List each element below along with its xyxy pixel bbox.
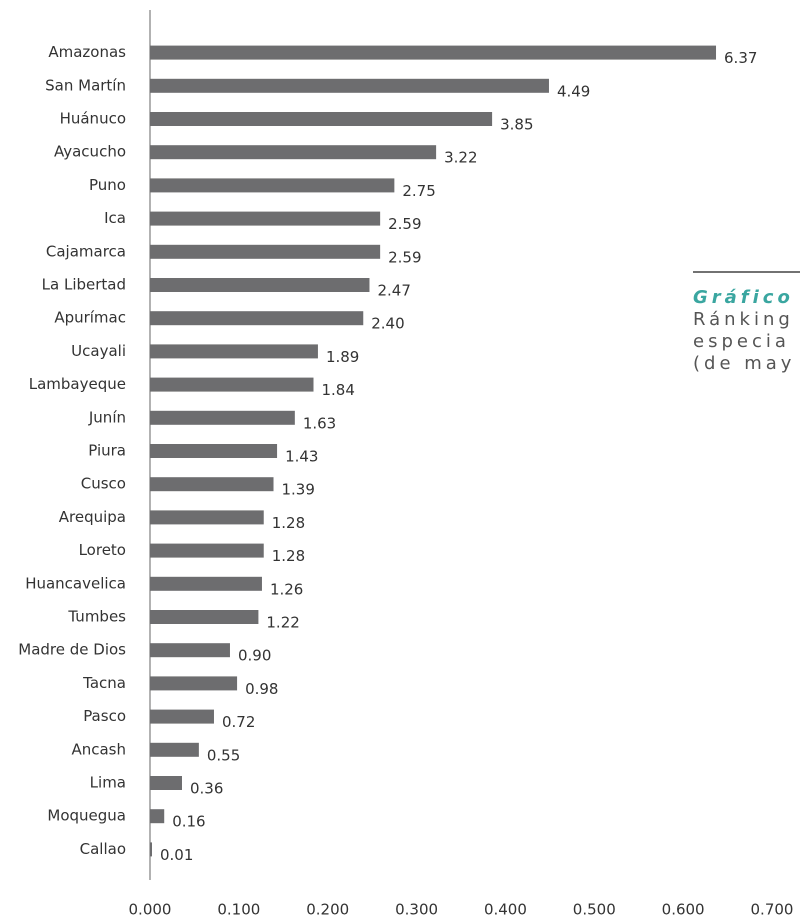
data-label: 1.63 bbox=[303, 414, 336, 432]
data-label: 1.28 bbox=[272, 547, 305, 565]
bar bbox=[150, 178, 395, 193]
bar bbox=[150, 410, 295, 425]
y-tick-label: Callao bbox=[80, 840, 126, 858]
y-tick-label: Madre de Dios bbox=[18, 641, 126, 659]
y-tick-label: Piura bbox=[88, 442, 126, 460]
y-tick-label: Huánuco bbox=[60, 110, 126, 128]
bar bbox=[150, 444, 278, 458]
bar bbox=[150, 78, 549, 93]
bar bbox=[150, 211, 381, 226]
bar bbox=[150, 809, 165, 824]
data-label: 0.98 bbox=[245, 680, 278, 698]
bar bbox=[150, 576, 262, 591]
bar bbox=[150, 842, 152, 857]
data-label: 1.43 bbox=[285, 448, 318, 466]
x-tick-label: 0.600 bbox=[662, 901, 705, 919]
data-label: 1.39 bbox=[282, 481, 315, 499]
x-tick-label: 0.000 bbox=[129, 901, 172, 919]
data-label: 6.37 bbox=[724, 49, 757, 67]
bar bbox=[150, 311, 364, 326]
y-tick-label: Junín bbox=[88, 408, 126, 426]
y-tick-label: Moquegua bbox=[47, 807, 126, 825]
chart-title: Gráfico bbox=[693, 287, 794, 308]
y-tick-label: Pasco bbox=[83, 707, 126, 725]
y-tick-label: Tacna bbox=[82, 674, 126, 692]
data-label: 0.01 bbox=[160, 846, 193, 864]
y-tick-label: Ica bbox=[104, 209, 126, 227]
y-tick-label: Ancash bbox=[71, 740, 126, 758]
x-tick-label: 0.500 bbox=[573, 901, 616, 919]
y-tick-label: Ayacucho bbox=[54, 143, 126, 161]
bar bbox=[150, 112, 493, 126]
y-tick-label: Amazonas bbox=[48, 43, 126, 61]
data-label: 0.16 bbox=[172, 813, 205, 831]
subtitle: especia bbox=[693, 331, 790, 352]
y-tick-label: Puno bbox=[89, 176, 126, 194]
x-tick-label: 0.700 bbox=[751, 901, 794, 919]
data-label: 2.47 bbox=[377, 282, 410, 300]
bar bbox=[150, 477, 274, 492]
subtitle: (de may bbox=[693, 353, 795, 374]
data-label: 2.75 bbox=[402, 182, 435, 200]
data-label: 0.72 bbox=[222, 713, 255, 731]
data-label: 1.84 bbox=[321, 381, 354, 399]
y-tick-label: Huancavelica bbox=[25, 574, 126, 592]
y-tick-label: San Martín bbox=[45, 76, 126, 94]
bar bbox=[150, 278, 370, 292]
data-label: 2.40 bbox=[371, 315, 404, 333]
y-tick-label: Apurímac bbox=[54, 309, 126, 327]
bar bbox=[150, 45, 717, 60]
bar bbox=[150, 709, 214, 724]
bar bbox=[150, 510, 264, 525]
bar bbox=[150, 377, 314, 392]
data-label: 0.90 bbox=[238, 647, 271, 665]
x-tick-label: 0.200 bbox=[306, 901, 349, 919]
subtitle: Ránking bbox=[693, 309, 794, 330]
y-tick-label: Arequipa bbox=[59, 508, 126, 526]
bar bbox=[150, 244, 381, 259]
bar bbox=[150, 610, 259, 624]
data-label: 2.59 bbox=[388, 248, 421, 266]
x-tick-label: 0.400 bbox=[484, 901, 527, 919]
y-tick-label: Lima bbox=[90, 774, 126, 792]
data-label: 3.85 bbox=[500, 116, 533, 134]
data-label: 0.55 bbox=[207, 746, 240, 764]
y-tick-label: Cusco bbox=[81, 475, 126, 493]
x-tick-label: 0.100 bbox=[217, 901, 260, 919]
data-label: 1.26 bbox=[270, 580, 303, 598]
data-label: 3.22 bbox=[444, 149, 477, 167]
y-tick-label: Lambayeque bbox=[29, 375, 126, 393]
data-label: 4.49 bbox=[557, 82, 590, 100]
x-tick-label: 0.300 bbox=[395, 901, 438, 919]
data-label: 1.28 bbox=[272, 514, 305, 532]
data-label: 0.36 bbox=[190, 780, 223, 798]
bar bbox=[150, 543, 264, 558]
y-tick-label: Ucayali bbox=[71, 342, 126, 360]
y-tick-label: Cajamarca bbox=[46, 242, 126, 260]
bar bbox=[150, 742, 199, 757]
data-label: 2.59 bbox=[388, 215, 421, 233]
y-tick-label: La Libertad bbox=[42, 276, 126, 294]
data-label: 1.89 bbox=[326, 348, 359, 366]
y-tick-label: Tumbes bbox=[67, 608, 126, 626]
bar bbox=[150, 776, 182, 790]
y-tick-label: Loreto bbox=[79, 541, 126, 559]
bar bbox=[150, 676, 238, 691]
bar bbox=[150, 643, 230, 658]
data-label: 1.22 bbox=[266, 614, 299, 632]
bar bbox=[150, 145, 437, 160]
bar bbox=[150, 344, 318, 359]
